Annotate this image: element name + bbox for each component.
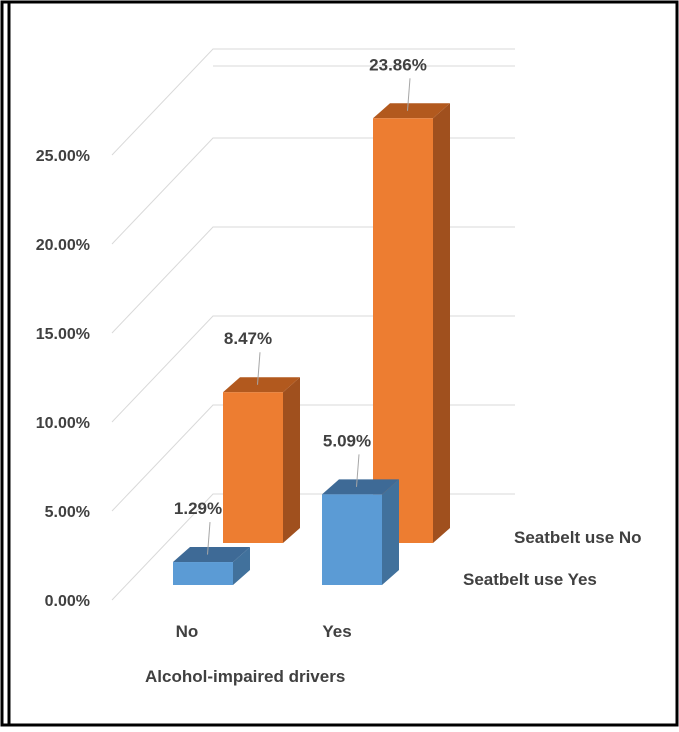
y-tick-label: 5.00% xyxy=(45,504,90,521)
y-tick-label: 10.00% xyxy=(36,415,90,432)
y-axis-ticks: 0.00% 5.00% 10.00% 15.00% 20.00% 25.00% xyxy=(36,148,90,610)
y-tick-label: 15.00% xyxy=(36,326,90,343)
bar xyxy=(322,479,399,585)
data-label-leader xyxy=(207,521,211,555)
y-tick-label: 0.00% xyxy=(45,593,90,610)
gridline xyxy=(111,48,515,156)
bar xyxy=(223,377,300,543)
data-label: 23.86% xyxy=(369,55,427,74)
bars xyxy=(173,103,450,585)
bar xyxy=(373,103,450,544)
gridline xyxy=(111,315,515,423)
gridline xyxy=(111,493,515,601)
x-axis-title: Alcohol-impaired drivers xyxy=(145,667,345,686)
x-tick-label: Yes xyxy=(322,622,351,641)
bar xyxy=(173,547,250,585)
data-label: 5.09% xyxy=(323,431,371,450)
y-tick-label: 20.00% xyxy=(36,237,90,254)
gridlines xyxy=(111,48,515,601)
data-label-leader xyxy=(356,454,360,487)
gridline xyxy=(111,404,515,512)
data-label: 8.47% xyxy=(224,329,272,348)
series-label-seatbelt-yes: Seatbelt use Yes xyxy=(463,570,597,589)
x-tick-label: No xyxy=(176,622,199,641)
gridline xyxy=(111,137,515,245)
series-label-seatbelt-no: Seatbelt use No xyxy=(514,528,642,547)
data-label-leader xyxy=(407,78,411,111)
data-label-leader xyxy=(257,352,261,385)
data-label: 1.29% xyxy=(174,499,222,518)
data-labels: 8.47% 23.86% 1.29% 5.09% xyxy=(174,55,427,555)
y-tick-label: 25.00% xyxy=(36,148,90,165)
gridline xyxy=(111,226,515,334)
